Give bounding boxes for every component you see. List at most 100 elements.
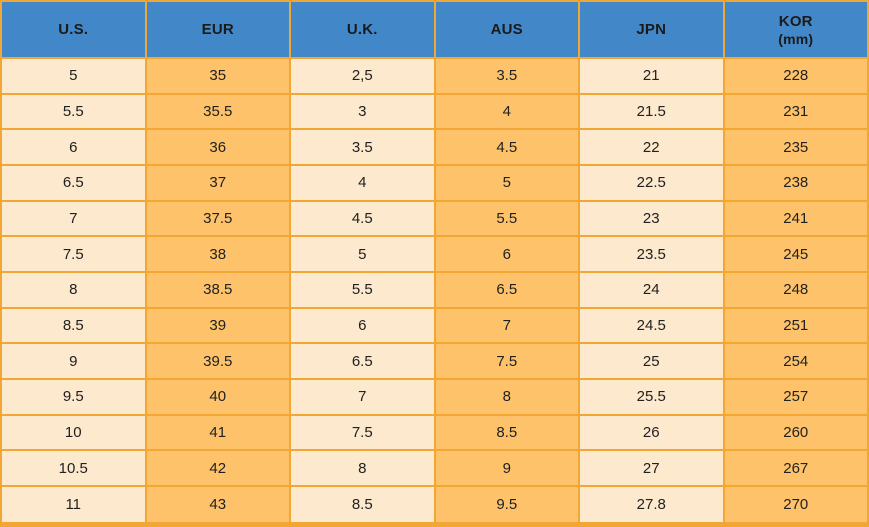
header-cell-us: U.S. (0, 0, 147, 59)
cell: 22 (578, 128, 725, 166)
table-row: 10.5 42 8 9 27 267 (0, 449, 869, 487)
cell: 6.5 (433, 270, 580, 309)
cell: 4.5 (289, 199, 436, 238)
cell: 248 (722, 270, 869, 309)
cell: 24.5 (578, 306, 725, 345)
cell: 270 (722, 484, 869, 526)
header-label-aus: AUS (490, 21, 523, 38)
cell: 6 (289, 306, 436, 345)
cell: 235 (722, 128, 869, 166)
table-row: 8 38.5 5.5 6.5 24 248 (0, 270, 869, 309)
cell: 38.5 (144, 270, 291, 309)
table-row: 6.5 37 4 5 22.5 238 (0, 163, 869, 202)
cell: 4 (433, 92, 580, 131)
cell: 27.8 (578, 484, 725, 526)
cell: 257 (722, 377, 869, 416)
cell: 9.5 (0, 377, 147, 416)
header-label-kor: KOR (778, 12, 813, 30)
cell: 23 (578, 199, 725, 238)
cell: 43 (144, 484, 291, 526)
cell: 8 (0, 270, 147, 309)
cell: 6 (0, 128, 147, 166)
header-label-eur: EUR (201, 21, 234, 38)
header-label-uk: U.K. (346, 21, 378, 38)
cell: 238 (722, 163, 869, 202)
cell: 3.5 (289, 128, 436, 166)
table-row: 9.5 40 7 8 25.5 257 (0, 377, 869, 416)
table-body: 5 35 2,5 3.5 21 228 5.5 35.5 3 4 21.5 231 6 36 3.5 4.5 2… (0, 57, 869, 526)
cell: 4.5 (433, 128, 580, 166)
cell: 231 (722, 92, 869, 131)
cell: 7.5 (433, 342, 580, 380)
cell: 9 (0, 342, 147, 380)
cell: 7 (0, 199, 147, 238)
cell: 6.5 (289, 342, 436, 380)
table-row: 7 37.5 4.5 5.5 23 241 (0, 199, 869, 238)
cell: 254 (722, 342, 869, 380)
table-row: 5 35 2,5 3.5 21 228 (0, 57, 869, 95)
cell: 35 (144, 57, 291, 95)
cell: 39 (144, 306, 291, 345)
cell: 36 (144, 128, 291, 166)
cell: 37 (144, 163, 291, 202)
cell: 8.5 (433, 413, 580, 452)
cell: 25 (578, 342, 725, 380)
cell: 41 (144, 413, 291, 452)
cell: 7.5 (289, 413, 436, 452)
cell: 5 (433, 163, 580, 202)
cell: 9.5 (433, 484, 580, 526)
table-row: 5.5 35.5 3 4 21.5 231 (0, 92, 869, 131)
cell: 3 (289, 92, 436, 131)
cell: 6 (433, 235, 580, 273)
cell: 40 (144, 377, 291, 416)
cell: 228 (722, 57, 869, 95)
header-sublabel-kor-mm: (mm) (778, 30, 814, 47)
cell: 5 (289, 235, 436, 273)
cell: 9 (433, 449, 580, 487)
cell: 26 (578, 413, 725, 452)
cell: 38 (144, 235, 291, 273)
cell: 5 (0, 57, 147, 95)
cell: 23.5 (578, 235, 725, 273)
header-cell-kor: KOR (mm) (722, 0, 869, 59)
cell: 21.5 (578, 92, 725, 131)
cell: 8.5 (0, 306, 147, 345)
cell: 24 (578, 270, 725, 309)
cell: 5.5 (0, 92, 147, 131)
cell: 21 (578, 57, 725, 95)
table-row: 7.5 38 5 6 23.5 245 (0, 235, 869, 273)
cell: 42 (144, 449, 291, 487)
header-cell-uk: U.K. (289, 0, 436, 59)
table-row: 9 39.5 6.5 7.5 25 254 (0, 342, 869, 380)
header-cell-jpn: JPN (578, 0, 725, 59)
cell: 35.5 (144, 92, 291, 131)
table-header: U.S. EUR U.K. AUS JPN KOR (mm) (0, 0, 869, 59)
header-label-us: U.S. (58, 21, 89, 38)
table-row: 10 41 7.5 8.5 26 260 (0, 413, 869, 452)
cell: 37.5 (144, 199, 291, 238)
cell: 5.5 (433, 199, 580, 238)
cell: 245 (722, 235, 869, 273)
table-row: 6 36 3.5 4.5 22 235 (0, 128, 869, 166)
cell: 4 (289, 163, 436, 202)
cell: 7 (289, 377, 436, 416)
cell: 241 (722, 199, 869, 238)
cell: 11 (0, 484, 147, 526)
cell: 8.5 (289, 484, 436, 526)
cell: 251 (722, 306, 869, 345)
table-row: 11 43 8.5 9.5 27.8 270 (0, 484, 869, 526)
cell: 8 (433, 377, 580, 416)
cell: 27 (578, 449, 725, 487)
cell: 10.5 (0, 449, 147, 487)
header-cell-eur: EUR (144, 0, 291, 59)
cell: 267 (722, 449, 869, 487)
header-cell-aus: AUS (433, 0, 580, 59)
cell: 7.5 (0, 235, 147, 273)
header-label-jpn: JPN (636, 21, 667, 38)
cell: 25.5 (578, 377, 725, 416)
cell: 5.5 (289, 270, 436, 309)
cell: 260 (722, 413, 869, 452)
cell: 2,5 (289, 57, 436, 95)
cell: 10 (0, 413, 147, 452)
